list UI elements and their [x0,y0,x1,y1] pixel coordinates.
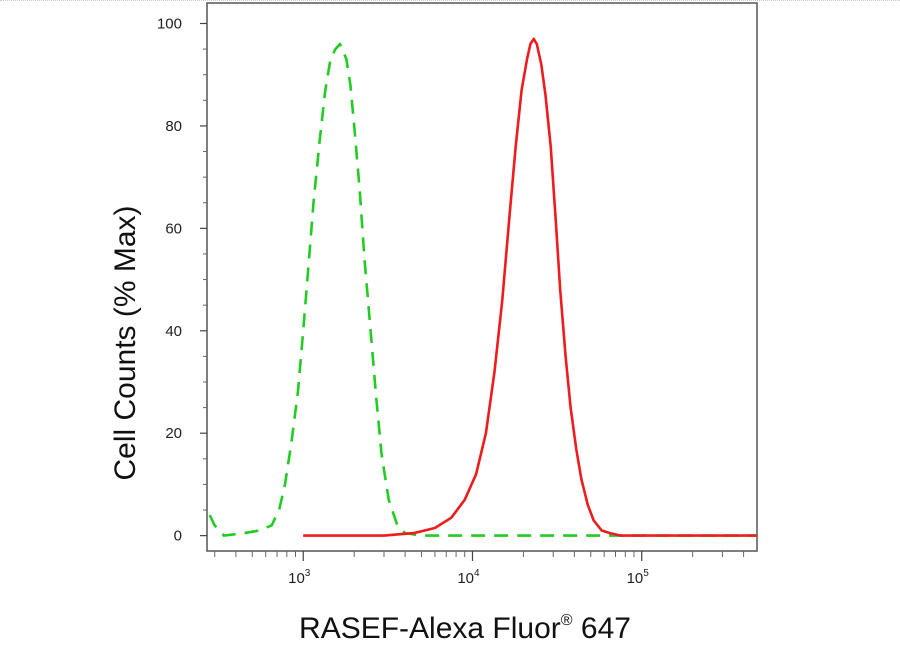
x-axis-title: RASEF-Alexa Fluor® 647 [299,612,631,645]
x-axis: 103 104 105 [214,551,745,587]
y-tick-label: 40 [165,323,182,340]
x-tick-base: 10 [457,570,474,587]
x-tick-exponent: 3 [305,568,311,579]
x-tick-base: 10 [627,570,644,587]
y-axis-title: Cell Counts (% Max) [109,205,142,480]
x-tick-exponent: 5 [643,568,649,579]
x-tick-base: 10 [288,570,305,587]
x-axis-title-main: RASEF-Alexa Fluor [299,612,561,645]
x-tick-label: 105 [627,568,650,587]
x-tick-label: 104 [457,568,480,587]
top-divider [0,0,900,1]
sample-histogram-line [303,37,757,537]
y-tick-label: 80 [165,118,182,135]
y-tick-label: 100 [157,15,182,32]
y-axis: 0 20 40 60 80 100 [157,15,207,545]
registered-mark: ® [561,612,573,629]
y-tick-label: 20 [165,425,182,442]
y-tick-label: 0 [174,528,182,545]
y-tick-label: 60 [165,220,182,237]
x-tick-label: 103 [288,568,311,587]
series-layer [208,37,757,537]
x-tick-exponent: 4 [474,568,480,579]
x-axis-title-suffix: 647 [573,612,631,645]
plot-frame [206,2,758,552]
